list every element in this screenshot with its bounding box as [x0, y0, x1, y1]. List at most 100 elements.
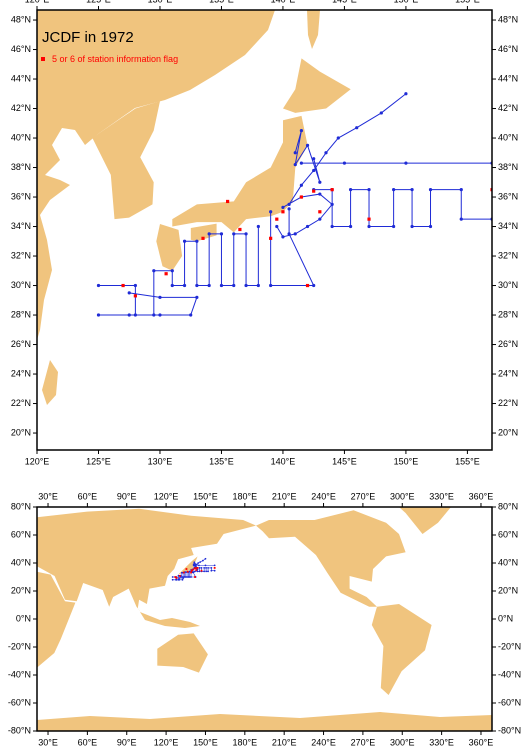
station	[330, 224, 334, 229]
station	[312, 283, 316, 288]
station	[158, 295, 162, 299]
station	[336, 136, 340, 140]
station	[392, 188, 396, 192]
station	[204, 557, 207, 560]
y-tick-label: 80°N	[498, 501, 518, 511]
station	[299, 183, 303, 187]
station	[178, 577, 181, 580]
station	[203, 570, 206, 573]
track-line	[294, 130, 321, 183]
station	[318, 192, 322, 196]
land	[37, 712, 492, 731]
y-tick-label: -40°N	[8, 669, 31, 679]
x-tick-label: 210°E	[272, 737, 297, 747]
x-tick-label: 150°E	[394, 456, 419, 466]
x-tick-label: 360°E	[469, 491, 494, 501]
station	[459, 188, 463, 192]
land	[92, 101, 160, 220]
station	[192, 564, 195, 567]
land	[256, 510, 406, 607]
station	[187, 576, 190, 578]
x-tick-label: 180°E	[233, 491, 258, 501]
land	[37, 508, 256, 617]
y-tick-label: 34°N	[498, 221, 518, 231]
world-map	[37, 507, 492, 731]
station	[275, 224, 279, 229]
x-tick-label: 180°E	[233, 737, 258, 747]
station	[213, 564, 216, 567]
y-tick-label: 60°N	[11, 529, 31, 539]
flagged-station	[318, 210, 322, 214]
station	[195, 283, 199, 288]
station	[281, 205, 285, 209]
x-tick-label: 120°E	[25, 456, 50, 466]
station	[318, 180, 322, 184]
flagged-station	[238, 227, 242, 232]
station	[404, 92, 408, 96]
x-tick-label: 240°E	[311, 737, 336, 747]
x-tick-label: 120°E	[154, 737, 179, 747]
station	[213, 569, 216, 572]
flagged-station	[186, 570, 189, 573]
station	[256, 224, 260, 229]
flagged-station	[194, 567, 197, 569]
y-tick-label: 26°N	[11, 339, 31, 349]
x-tick-label: 155°E	[455, 456, 480, 466]
y-tick-label: 46°N	[498, 44, 518, 54]
y-tick-label: 0°N	[498, 613, 513, 623]
station	[269, 210, 273, 214]
station	[127, 313, 131, 317]
station	[189, 313, 193, 317]
y-tick-label: 32°N	[11, 250, 31, 260]
y-tick-label: 48°N	[11, 14, 31, 24]
x-tick-label: 240°E	[311, 491, 336, 501]
station	[428, 224, 433, 229]
flagged-station	[194, 576, 196, 578]
station	[205, 567, 208, 569]
station	[348, 224, 353, 229]
station	[293, 232, 297, 236]
station	[188, 576, 191, 578]
x-tick-label: 145°E	[332, 456, 357, 466]
flagged-station	[201, 236, 205, 240]
y-tick-label: 20°N	[11, 427, 31, 437]
station	[198, 564, 200, 567]
station	[244, 283, 248, 288]
land	[42, 360, 58, 405]
x-tick-label: 330°E	[429, 737, 454, 747]
flagged-station	[226, 199, 230, 204]
station	[256, 283, 260, 288]
flagged-station	[269, 236, 273, 240]
flagged-station	[174, 576, 177, 578]
y-tick-label: -40°N	[498, 669, 521, 679]
station	[96, 313, 101, 317]
station	[232, 232, 236, 236]
station	[348, 188, 353, 192]
flagged-station	[164, 272, 168, 276]
flagged-station	[190, 571, 192, 574]
station	[305, 143, 310, 148]
y-tick-label: 42°N	[11, 103, 31, 113]
station	[182, 577, 185, 580]
station	[186, 576, 188, 578]
x-tick-label: 140°E	[271, 0, 296, 4]
station	[197, 562, 200, 564]
station	[281, 235, 285, 239]
y-tick-label: 22°N	[498, 398, 518, 408]
flagged-station	[182, 571, 185, 574]
station	[219, 232, 224, 236]
y-tick-label: 38°N	[11, 162, 31, 172]
y-tick-label: 30°N	[11, 280, 31, 290]
station	[205, 570, 208, 573]
y-tick-label: 32°N	[498, 250, 518, 260]
station	[410, 224, 414, 229]
station	[392, 224, 396, 229]
y-tick-label: 20°N	[498, 427, 518, 437]
track-line	[313, 189, 492, 228]
flagged-station	[193, 567, 196, 570]
x-tick-label: 90°E	[117, 491, 137, 501]
x-tick-label: 300°E	[390, 491, 415, 501]
station	[171, 576, 174, 578]
station	[175, 578, 177, 581]
